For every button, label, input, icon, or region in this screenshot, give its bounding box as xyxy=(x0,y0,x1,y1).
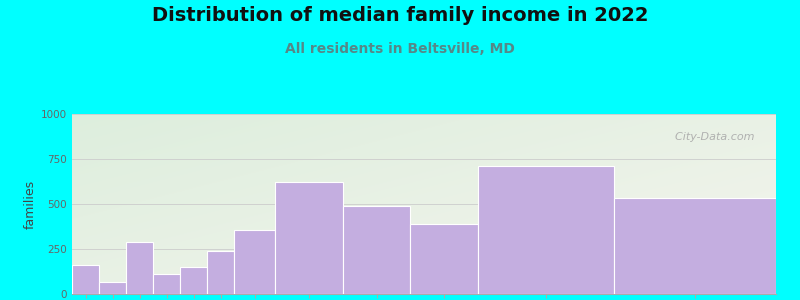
Bar xyxy=(342,206,410,294)
Bar xyxy=(234,230,275,294)
Y-axis label: families: families xyxy=(24,179,37,229)
Bar xyxy=(275,182,342,294)
Bar xyxy=(154,274,180,294)
Text: Distribution of median family income in 2022: Distribution of median family income in … xyxy=(152,6,648,25)
Bar xyxy=(180,267,207,294)
Bar xyxy=(207,251,234,294)
Text: All residents in Beltsville, MD: All residents in Beltsville, MD xyxy=(285,42,515,56)
Bar xyxy=(410,224,478,294)
Bar xyxy=(478,166,614,294)
Bar xyxy=(72,265,99,294)
Bar xyxy=(126,242,154,294)
Text: City-Data.com: City-Data.com xyxy=(668,132,755,142)
Bar xyxy=(614,198,776,294)
Bar xyxy=(99,282,126,294)
